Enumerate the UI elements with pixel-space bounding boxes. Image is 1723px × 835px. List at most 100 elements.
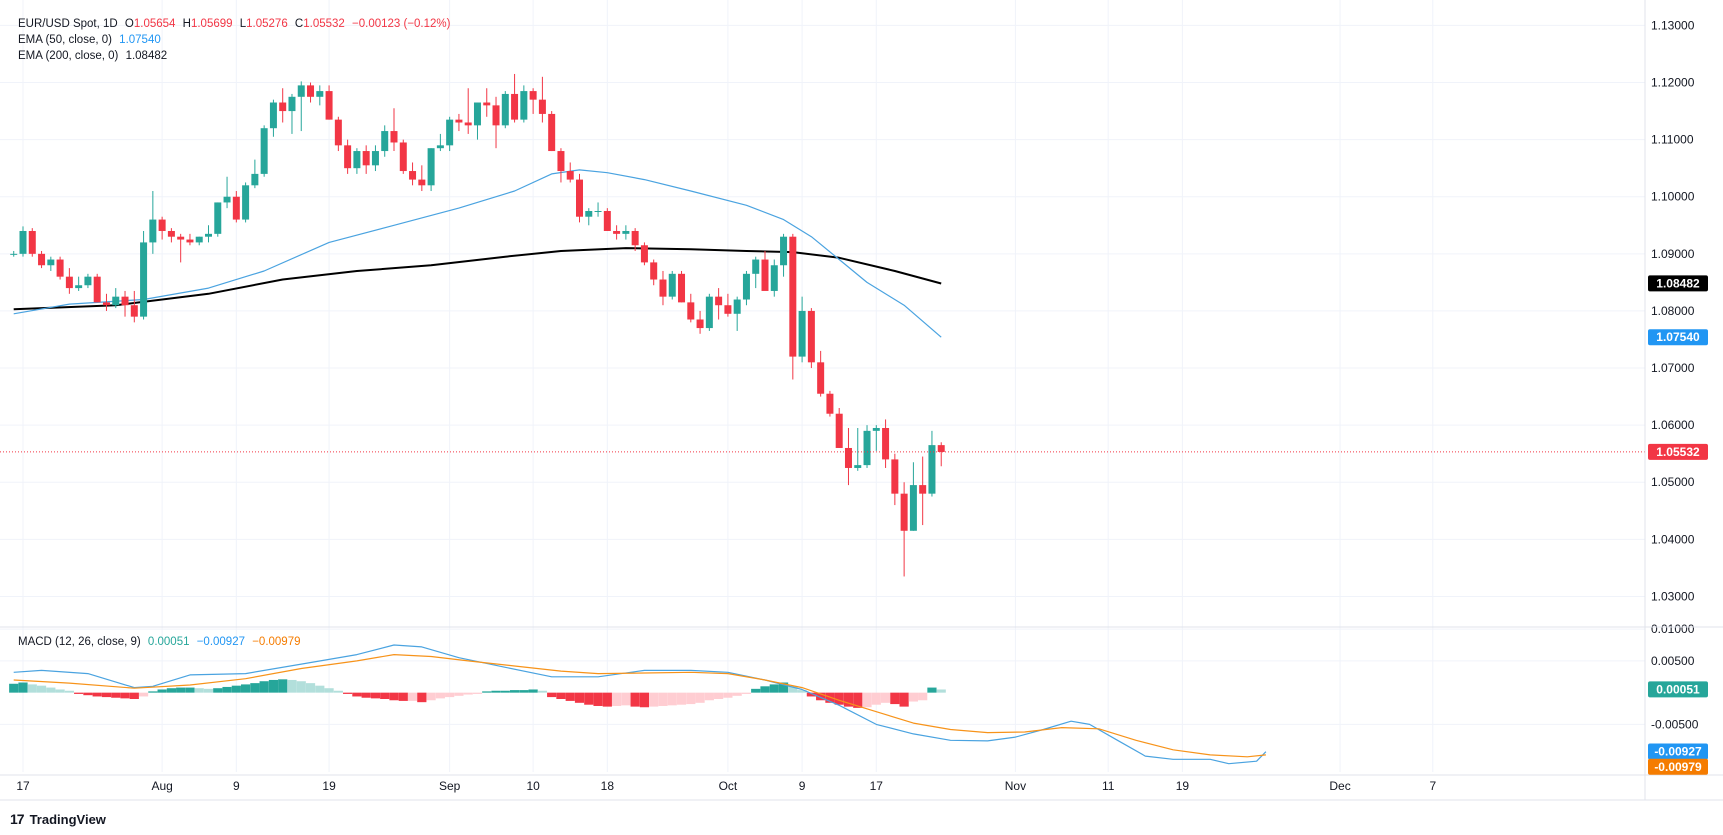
histogram-bar[interactable] [927,687,937,693]
candle-body[interactable] [409,171,417,180]
histogram-bar[interactable] [203,688,214,693]
histogram-bar[interactable] [250,683,260,693]
candle[interactable] [353,148,361,174]
candle[interactable] [390,108,398,152]
candle-body[interactable] [844,447,852,468]
candle[interactable] [501,91,509,129]
candle-body[interactable] [390,131,398,143]
candle-body[interactable] [102,302,110,306]
histogram-bar[interactable] [880,692,891,703]
candle-body[interactable] [770,265,778,291]
candle-body[interactable] [279,102,287,112]
candle[interactable] [511,73,519,123]
candle[interactable] [659,270,667,306]
candle[interactable] [585,208,593,226]
candle-body[interactable] [260,128,268,174]
candle-body[interactable] [631,230,639,246]
candle-body[interactable] [659,279,667,297]
candle-body[interactable] [130,305,138,317]
candle-body[interactable] [733,299,741,314]
candle-body[interactable] [371,151,379,166]
histogram-bar[interactable] [185,687,195,693]
histogram-bar[interactable] [806,692,816,697]
candle[interactable] [28,228,36,257]
candle[interactable] [872,425,880,451]
histogram-bar[interactable] [361,692,371,698]
candle-body[interactable] [10,253,18,255]
candle[interactable] [473,102,481,140]
candle[interactable] [102,293,110,311]
histogram-bar[interactable] [843,692,854,707]
candle[interactable] [112,288,120,309]
histogram-bar[interactable] [630,692,640,707]
candle-body[interactable] [687,302,695,320]
candle-body[interactable] [520,91,528,120]
candle-body[interactable] [251,173,259,186]
candles[interactable] [10,73,945,577]
histogram-bar[interactable] [166,688,176,693]
histogram-bar[interactable] [741,692,752,694]
histogram-bar[interactable] [64,690,74,693]
candle-body[interactable] [882,427,890,460]
histogram-bar[interactable] [751,688,761,693]
candle[interactable] [529,88,537,114]
histogram-bar[interactable] [574,692,585,703]
candle-body[interactable] [223,196,231,203]
histogram-bar[interactable] [547,692,557,698]
candle-body[interactable] [585,211,593,217]
candle-body[interactable] [381,131,389,152]
histogram-bar[interactable] [732,692,742,696]
histogram-bar[interactable] [268,679,279,693]
histogram-bar[interactable] [899,692,909,707]
candle[interactable] [928,430,936,497]
histogram-bar[interactable] [129,692,139,699]
histogram-bar[interactable] [278,679,288,693]
histogram-bar[interactable] [213,688,223,693]
candle[interactable] [121,290,129,317]
candle-body[interactable] [65,276,73,289]
histogram-bar[interactable] [714,692,724,699]
candle[interactable] [288,93,296,134]
candle-body[interactable] [919,485,927,494]
candle[interactable] [399,139,407,174]
histogram-bar[interactable] [148,691,158,693]
candle[interactable] [242,182,250,223]
histogram-bar[interactable] [816,692,826,701]
candle-body[interactable] [678,273,686,303]
candle[interactable] [362,145,370,174]
candle[interactable] [557,148,565,183]
candle[interactable] [826,390,834,417]
candle[interactable] [937,442,945,467]
candle-body[interactable] [817,362,825,394]
histogram-bar[interactable] [936,689,946,693]
candle-body[interactable] [334,119,342,146]
candle[interactable] [436,133,444,152]
candle-body[interactable] [269,102,277,129]
candle-body[interactable] [826,393,834,414]
candle[interactable] [455,113,463,132]
candle-body[interactable] [594,211,602,213]
candle-body[interactable] [19,230,27,254]
histogram-bar[interactable] [686,692,696,705]
histogram-bar[interactable] [491,690,501,693]
candle[interactable] [900,482,908,577]
candle[interactable] [807,308,815,369]
candle[interactable] [38,250,46,269]
candle[interactable] [817,350,825,397]
histogram-bar[interactable] [92,692,102,697]
candle-body[interactable] [232,196,240,220]
candle[interactable] [371,145,379,172]
candle[interactable] [279,88,287,123]
candle-body[interactable] [650,262,658,280]
candle[interactable] [205,225,212,243]
candle[interactable] [325,85,333,120]
candle-body[interactable] [121,296,129,306]
candle[interactable] [84,273,92,289]
candle[interactable] [798,296,806,363]
histogram-bar[interactable] [519,690,529,693]
histogram-bar[interactable] [760,686,770,693]
candle-body[interactable] [492,105,500,126]
candle-body[interactable] [167,230,175,237]
histogram-bar[interactable] [834,692,844,705]
candle[interactable] [752,256,760,289]
